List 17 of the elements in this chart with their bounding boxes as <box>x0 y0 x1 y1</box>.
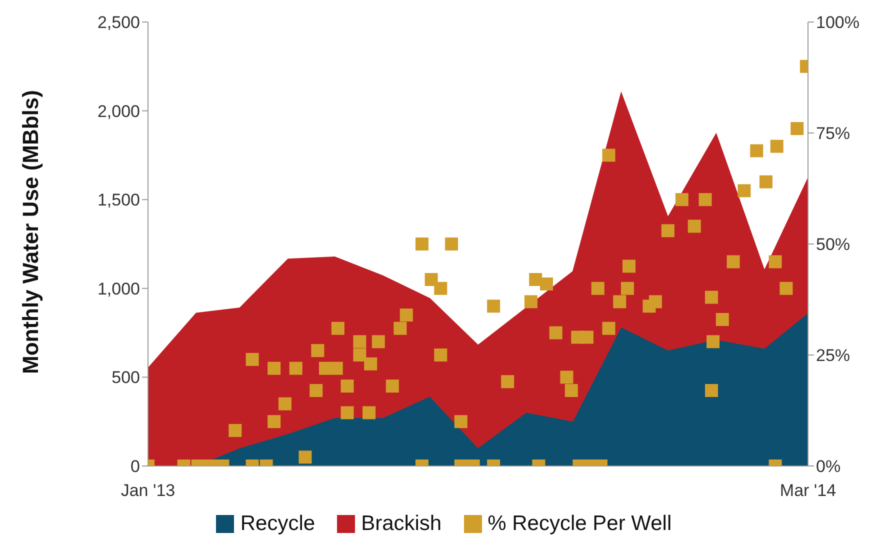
y2-tick-label: 0% <box>816 457 841 476</box>
legend-label: Recycle <box>240 512 316 536</box>
legend-label: % Recycle Per Well <box>488 512 672 536</box>
y-axis-title: Monthly Water Use (MBbls) <box>18 90 43 374</box>
y-tick-label: 1,500 <box>97 190 140 210</box>
y2-tick-label: 75% <box>816 124 850 144</box>
y2-tick-label: 25% <box>816 346 850 366</box>
y2-tick-label: 100% <box>816 13 860 32</box>
y-tick-label: 2,500 <box>97 13 140 32</box>
y-tick-label: 0 <box>130 457 140 476</box>
y2-tick-label: 50% <box>816 235 850 254</box>
y-tick-label: 1,000 <box>97 279 140 298</box>
legend-label: Brackish <box>361 512 442 536</box>
y-tick-label: 2,000 <box>97 102 140 121</box>
y-tick-label: 500 <box>112 368 140 388</box>
x-tick-label: Jan '13 <box>120 481 176 500</box>
x-tick-label: Mar '14 <box>780 481 836 500</box>
